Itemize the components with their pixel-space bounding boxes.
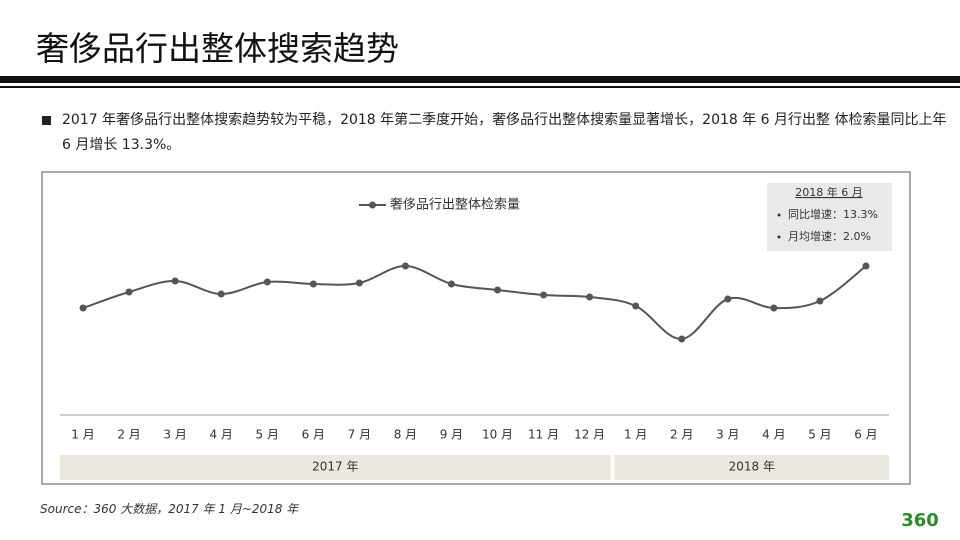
data-point (724, 295, 732, 303)
x-tick-label: 5 月 (808, 428, 831, 442)
x-tick-label: 5 月 (256, 428, 279, 442)
x-tick-label: 12 月 (574, 428, 605, 442)
data-point (125, 288, 133, 296)
x-tick-label: 10 月 (482, 428, 513, 442)
data-point (263, 278, 271, 286)
annotation-bullet (777, 235, 781, 239)
data-point (171, 277, 179, 285)
data-point (540, 291, 548, 299)
data-point (586, 293, 594, 301)
x-tick-label: 3 月 (163, 428, 186, 442)
series-line (82, 264, 867, 341)
slide-title: 奢侈品行出整体搜索趋势 (36, 29, 399, 68)
x-tick-label: 1 月 (71, 428, 94, 442)
data-point (862, 262, 870, 270)
annotation-item: 同比增速：13.3% (788, 207, 878, 221)
legend-marker (369, 201, 376, 209)
group-label: 2018 年 (729, 460, 775, 474)
annotation-box (767, 183, 892, 251)
data-point (770, 304, 778, 312)
data-point (816, 297, 824, 305)
x-tick-label: 11 月 (528, 428, 559, 442)
x-tick-label: 7 月 (348, 428, 371, 442)
group-band (60, 455, 611, 480)
divider (0, 76, 960, 83)
source-note: Source：360 大数据，2017 年 1 月~2018 年 (40, 502, 299, 516)
x-tick-label: 4 月 (762, 428, 785, 442)
x-tick-label: 3 月 (716, 428, 739, 442)
data-point (678, 335, 686, 343)
group-label: 2017 年 (312, 460, 358, 474)
divider (0, 86, 960, 88)
x-tick-label: 8 月 (394, 428, 417, 442)
data-point (447, 280, 455, 288)
group-band (614, 455, 889, 480)
data-point (401, 262, 409, 270)
data-point (632, 302, 640, 310)
data-point (494, 286, 502, 294)
x-tick-label: 2 月 (670, 428, 693, 442)
annotation-title: 2018 年 6 月 (795, 185, 862, 199)
chart-frame (41, 171, 911, 485)
legend-label: 奢侈品行出整体检索量 (390, 198, 520, 213)
x-tick-label: 9 月 (440, 428, 463, 442)
logo: 360 (901, 510, 939, 531)
x-tick-label: 6 月 (854, 428, 877, 442)
x-tick-label: 2 月 (117, 428, 140, 442)
x-tick-label: 4 月 (209, 428, 232, 442)
x-tick-label: 1 月 (624, 428, 647, 442)
bullet-text: 2017 年奢侈品行出整体搜索趋势较为平稳，2018 年第二季度开始，奢侈品行出… (42, 108, 957, 158)
annotation-bullet (777, 213, 781, 217)
x-tick-label: 6 月 (302, 428, 325, 442)
data-point (217, 290, 225, 298)
data-point (309, 280, 317, 288)
data-point (355, 279, 363, 287)
data-point (79, 304, 87, 312)
annotation-item: 月均增速：2.0% (788, 229, 871, 243)
